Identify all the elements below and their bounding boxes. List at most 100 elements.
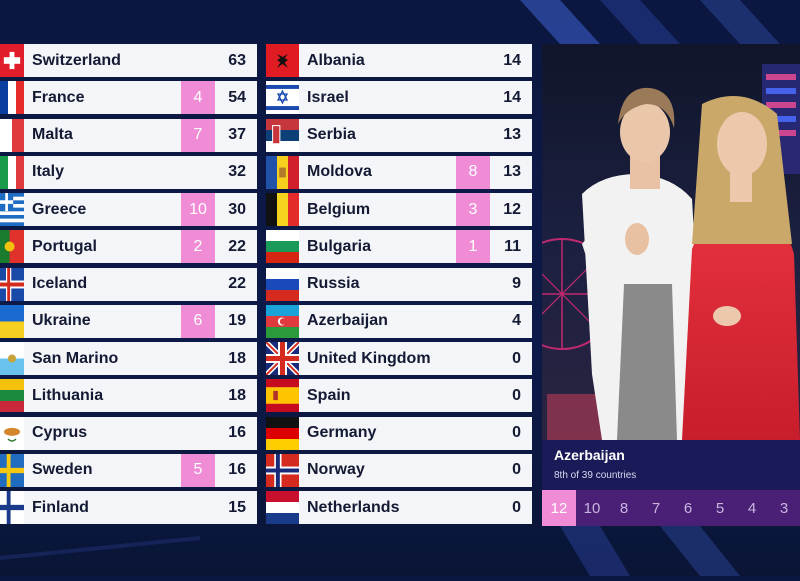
jury-points-badge: 10 [181, 193, 215, 226]
score-row: Lithuania 18 [0, 379, 257, 413]
point-value: 4 [747, 499, 757, 517]
country-name: Iceland [32, 275, 88, 292]
country-name: Netherlands [307, 498, 400, 516]
score-row: Germany 0 [266, 416, 532, 450]
country-name: Bulgaria [307, 237, 372, 255]
total-points: 9 [512, 275, 521, 292]
total-points: 16 [228, 461, 246, 479]
country-name: Azerbaijan [307, 312, 388, 330]
san-marino-flag-icon [0, 342, 24, 375]
total-points: 19 [228, 312, 246, 330]
bulgaria-flag-icon [266, 230, 299, 264]
iceland-flag-icon [0, 267, 24, 301]
presenter-video-feed [542, 44, 800, 440]
albania-flag-icon [266, 44, 299, 77]
total-points: 32 [228, 163, 246, 181]
score-row: Cyprus 16 [0, 416, 257, 450]
background-decoration [0, 0, 800, 44]
score-row: Italy 32 [0, 155, 257, 189]
serbia-flag-icon [266, 118, 299, 152]
score-row: Iceland 22 [0, 267, 257, 301]
total-points: 18 [228, 386, 246, 404]
country-name: Moldova [307, 163, 372, 181]
spain-flag-icon [266, 379, 299, 413]
sweden-flag-icon [0, 453, 24, 487]
portugal-flag-icon [0, 230, 24, 264]
moldova-flag-icon [266, 155, 299, 189]
country-name: Belgium [307, 200, 371, 218]
score-row: Norway 0 [266, 453, 532, 487]
total-points: 16 [228, 424, 246, 441]
voting-country-caption: Azerbaijan 8th of 39 countries [542, 440, 800, 490]
country-name: Sweden [32, 461, 93, 479]
background-decoration-bottom [0, 526, 800, 576]
country-name: Germany [307, 424, 377, 441]
score-row: Malta 7 37 [0, 118, 257, 152]
belgium-flag-icon [266, 193, 299, 226]
score-row: Moldova 8 13 [266, 155, 532, 189]
country-name: Switzerland [32, 51, 121, 69]
score-row: Russia 9 [266, 267, 532, 301]
total-points: 11 [504, 237, 521, 255]
israel-flag-icon [266, 81, 299, 115]
total-points: 37 [228, 126, 246, 143]
score-row: Azerbaijan 4 [266, 304, 532, 338]
score-row: Portugal 2 22 [0, 230, 257, 264]
point-value: 7 [651, 499, 661, 517]
azerbaijan-flag-icon [266, 304, 299, 338]
country-name: Finland [32, 498, 89, 516]
jury-points-badge: 4 [181, 81, 215, 115]
jury-points-badge: 8 [456, 155, 490, 189]
score-row: Serbia 13 [266, 118, 532, 152]
score-row: Sweden 5 16 [0, 453, 257, 487]
score-row: Greece 10 30 [0, 193, 257, 226]
score-row: San Marino 18 [0, 342, 257, 375]
scoreboard-left-column: Switzerland 63 France 4 54 Malta 7 37 Italy 32… [0, 44, 257, 528]
score-row: Netherlands 0 [266, 491, 532, 524]
country-name: Portugal [32, 237, 97, 255]
score-row: Finland 15 [0, 491, 257, 524]
country-name: Russia [307, 275, 360, 292]
total-points: 13 [503, 126, 521, 143]
country-name: Albania [307, 51, 365, 69]
jury-points-badge: 5 [181, 453, 215, 487]
score-row: Albania 14 [266, 44, 532, 77]
jury-points-badge: 6 [181, 304, 215, 338]
total-points: 0 [512, 498, 521, 516]
country-name: Israel [307, 88, 349, 106]
score-row: France 4 54 [0, 81, 257, 115]
united-kingdom-flag-icon [266, 342, 299, 375]
point-value: 5 [715, 499, 725, 517]
netherlands-flag-icon [266, 491, 299, 524]
total-points: 14 [503, 51, 521, 69]
russia-flag-icon [266, 267, 299, 301]
total-points: 63 [228, 51, 246, 69]
total-points: 30 [228, 200, 246, 218]
jury-points-badge: 7 [181, 118, 215, 152]
country-name: Serbia [307, 126, 356, 143]
score-row: Spain 0 [266, 379, 532, 413]
total-points: 15 [228, 498, 246, 516]
score-row: Belgium 3 12 [266, 193, 532, 226]
germany-flag-icon [266, 416, 299, 450]
country-name: United Kingdom [307, 349, 431, 367]
country-name: France [32, 88, 85, 106]
score-row: Switzerland 63 [0, 44, 257, 77]
country-name: Cyprus [32, 424, 88, 441]
lithuania-flag-icon [0, 379, 24, 413]
total-points: 13 [503, 163, 521, 181]
point-value: 10 [583, 499, 601, 517]
scoreboard-right-column: Albania 14 Israel 14 Serbia 13 Moldova 8 13 B… [266, 44, 532, 528]
total-points: 0 [512, 461, 521, 479]
country-name: Greece [32, 200, 87, 218]
ukraine-flag-icon [0, 304, 24, 338]
country-name: Ukraine [32, 312, 91, 330]
score-row: Ukraine 6 19 [0, 304, 257, 338]
point-value: 6 [683, 499, 693, 517]
cyprus-flag-icon [0, 416, 24, 450]
country-name: San Marino [32, 349, 119, 367]
malta-flag-icon [0, 118, 24, 152]
total-points: 4 [512, 312, 521, 330]
voting-order-subtitle: 8th of 39 countries [554, 470, 637, 481]
total-points: 14 [503, 88, 521, 106]
